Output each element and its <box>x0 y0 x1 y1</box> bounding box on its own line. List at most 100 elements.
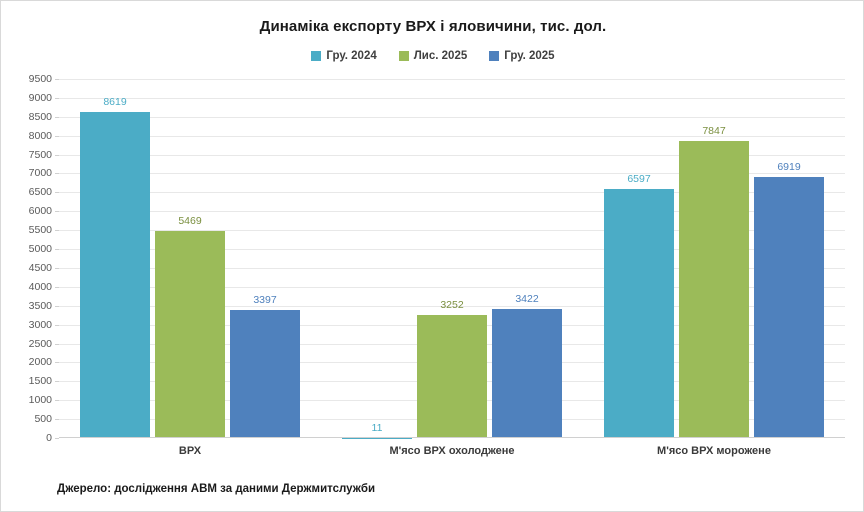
x-axis-category-label: ВРХ <box>178 445 202 457</box>
gridline <box>59 267 845 269</box>
bar[interactable] <box>417 315 487 438</box>
plot-area: 9500 9000 8500 8000 7500 7000 6500 6000 5500 5000… <box>29 73 845 457</box>
y-axis-tick-label: 5000 <box>28 243 52 256</box>
y-axis-tick-mark <box>55 230 59 232</box>
bar-group-inner: 8619 5469 3397 <box>80 79 300 438</box>
bar-slot: 6597 <box>604 79 674 438</box>
gridline <box>59 249 845 251</box>
x-axis-line <box>59 437 845 438</box>
bar-slot: 5469 <box>155 79 225 438</box>
bar[interactable] <box>230 309 300 438</box>
bar-slot: 6919 <box>754 79 824 438</box>
y-axis-tick-mark <box>55 192 59 194</box>
y-axis-tick-mark <box>55 211 59 213</box>
y-axis-tick-mark <box>55 249 59 251</box>
y-axis-tick-label: 3500 <box>28 299 52 312</box>
y-axis-tick-mark <box>55 438 59 439</box>
bar-slot: 7847 <box>679 79 749 438</box>
bar-slot: 11 <box>342 79 412 438</box>
legend-swatch-icon <box>311 51 322 61</box>
bar-value-label: 6919 <box>777 160 801 173</box>
y-axis-tick-label: 4500 <box>28 261 52 274</box>
y-axis-tick-mark <box>55 135 59 137</box>
y-axis-tick-mark <box>55 419 59 421</box>
y-axis-tick-mark <box>55 97 59 99</box>
bar[interactable] <box>492 308 562 438</box>
gridline <box>59 116 845 118</box>
bar-group: 6597 7847 6919 М'ясо ВРХ морожене <box>583 79 845 457</box>
gridline <box>59 154 845 156</box>
legend-entry[interactable]: Гру. 2024 <box>311 50 377 62</box>
y-axis-tick-mark <box>55 173 59 175</box>
legend-entry[interactable]: Лис. 2025 <box>398 50 468 62</box>
gridline <box>59 135 845 137</box>
gridline <box>59 79 845 80</box>
legend-label: Гру. 2025 <box>504 50 555 62</box>
bar-value-label: 11 <box>371 421 383 434</box>
bar-slot: 8619 <box>80 79 150 438</box>
y-axis-tick-mark <box>55 79 59 80</box>
y-axis-tick-mark <box>55 286 59 288</box>
y-axis-tick-label: 3000 <box>28 318 52 331</box>
gridline <box>59 286 845 288</box>
y-axis-tick-mark <box>55 116 59 118</box>
y-axis-tick-mark <box>55 154 59 156</box>
bar-group: 8619 5469 3397 ВРХ <box>59 79 321 457</box>
y-axis-tick-label: 7500 <box>28 148 52 161</box>
bar-group-inner: 6597 7847 6919 <box>604 79 824 438</box>
bar-slot: 3397 <box>230 79 300 438</box>
y-axis-tick-mark <box>55 362 59 364</box>
bar-group: 11 3252 3422 М'ясо ВРХ охолоджене <box>321 79 583 457</box>
bar-value-label: 3422 <box>515 292 539 305</box>
x-axis-category-label: М'ясо ВРХ морожене <box>657 445 771 457</box>
gridline <box>59 230 845 232</box>
y-axis-tick-label: 6000 <box>28 205 52 218</box>
bar[interactable] <box>80 112 150 438</box>
x-axis-category-label: М'ясо ВРХ охолоджене <box>389 445 515 457</box>
bar-slot: 3252 <box>417 79 487 438</box>
chart-legend: Гру. 2024 Лис. 2025 Гру. 2025 <box>1 50 863 62</box>
legend-swatch-icon <box>398 51 409 61</box>
y-axis-tick-mark <box>55 381 59 383</box>
bar-value-label: 3252 <box>440 299 464 312</box>
bar-group-inner: 11 3252 3422 <box>342 79 562 438</box>
bar-value-label: 7847 <box>702 125 726 138</box>
bar[interactable] <box>604 188 674 438</box>
y-axis-tick-mark <box>55 343 59 345</box>
legend-swatch-icon <box>489 51 500 61</box>
y-axis-tick-label: 7000 <box>28 167 52 180</box>
bar-value-label: 8619 <box>103 96 127 109</box>
y-axis-tick-label: 9000 <box>28 91 52 104</box>
y-axis-tick-label: 2000 <box>28 356 52 369</box>
bar[interactable] <box>679 141 749 438</box>
y-axis-tick-label: 1000 <box>28 394 52 407</box>
y-axis-tick-label: 8000 <box>28 129 52 142</box>
y-axis-tick-label: 2500 <box>28 337 52 350</box>
bar-value-label: 6597 <box>627 172 651 185</box>
y-axis-tick-mark <box>55 267 59 269</box>
y-axis-tick-label: 1500 <box>28 375 52 388</box>
bar[interactable] <box>754 176 824 438</box>
y-axis-tick-label: 4000 <box>28 280 52 293</box>
y-axis-tick-label: 8500 <box>28 110 52 123</box>
chart-title: Динаміка експорту ВРХ і яловичини, тис. … <box>259 18 607 35</box>
y-axis-tick-label: 9500 <box>28 73 52 85</box>
bar-slot: 3422 <box>492 79 562 438</box>
y-axis-tick-label: 5500 <box>28 224 52 237</box>
y-axis-tick-mark <box>55 400 59 402</box>
gridline <box>59 173 845 175</box>
bar-value-label: 3397 <box>253 293 277 306</box>
gridline <box>59 97 845 99</box>
legend-label: Лис. 2025 <box>413 50 468 62</box>
y-axis-tick-label: 0 <box>46 432 52 444</box>
y-axis-tick-label: 6500 <box>28 186 52 199</box>
y-axis-tick-mark <box>55 324 59 326</box>
gridline <box>59 192 845 194</box>
legend-label: Гру. 2024 <box>326 50 377 62</box>
bar[interactable] <box>155 231 225 438</box>
y-axis-tick-label: 500 <box>34 413 52 426</box>
legend-entry[interactable]: Гру. 2025 <box>489 50 555 62</box>
source-note: Джерело: дослідження АВМ за даними Держм… <box>57 483 376 495</box>
bar-value-label: 5469 <box>178 215 202 228</box>
